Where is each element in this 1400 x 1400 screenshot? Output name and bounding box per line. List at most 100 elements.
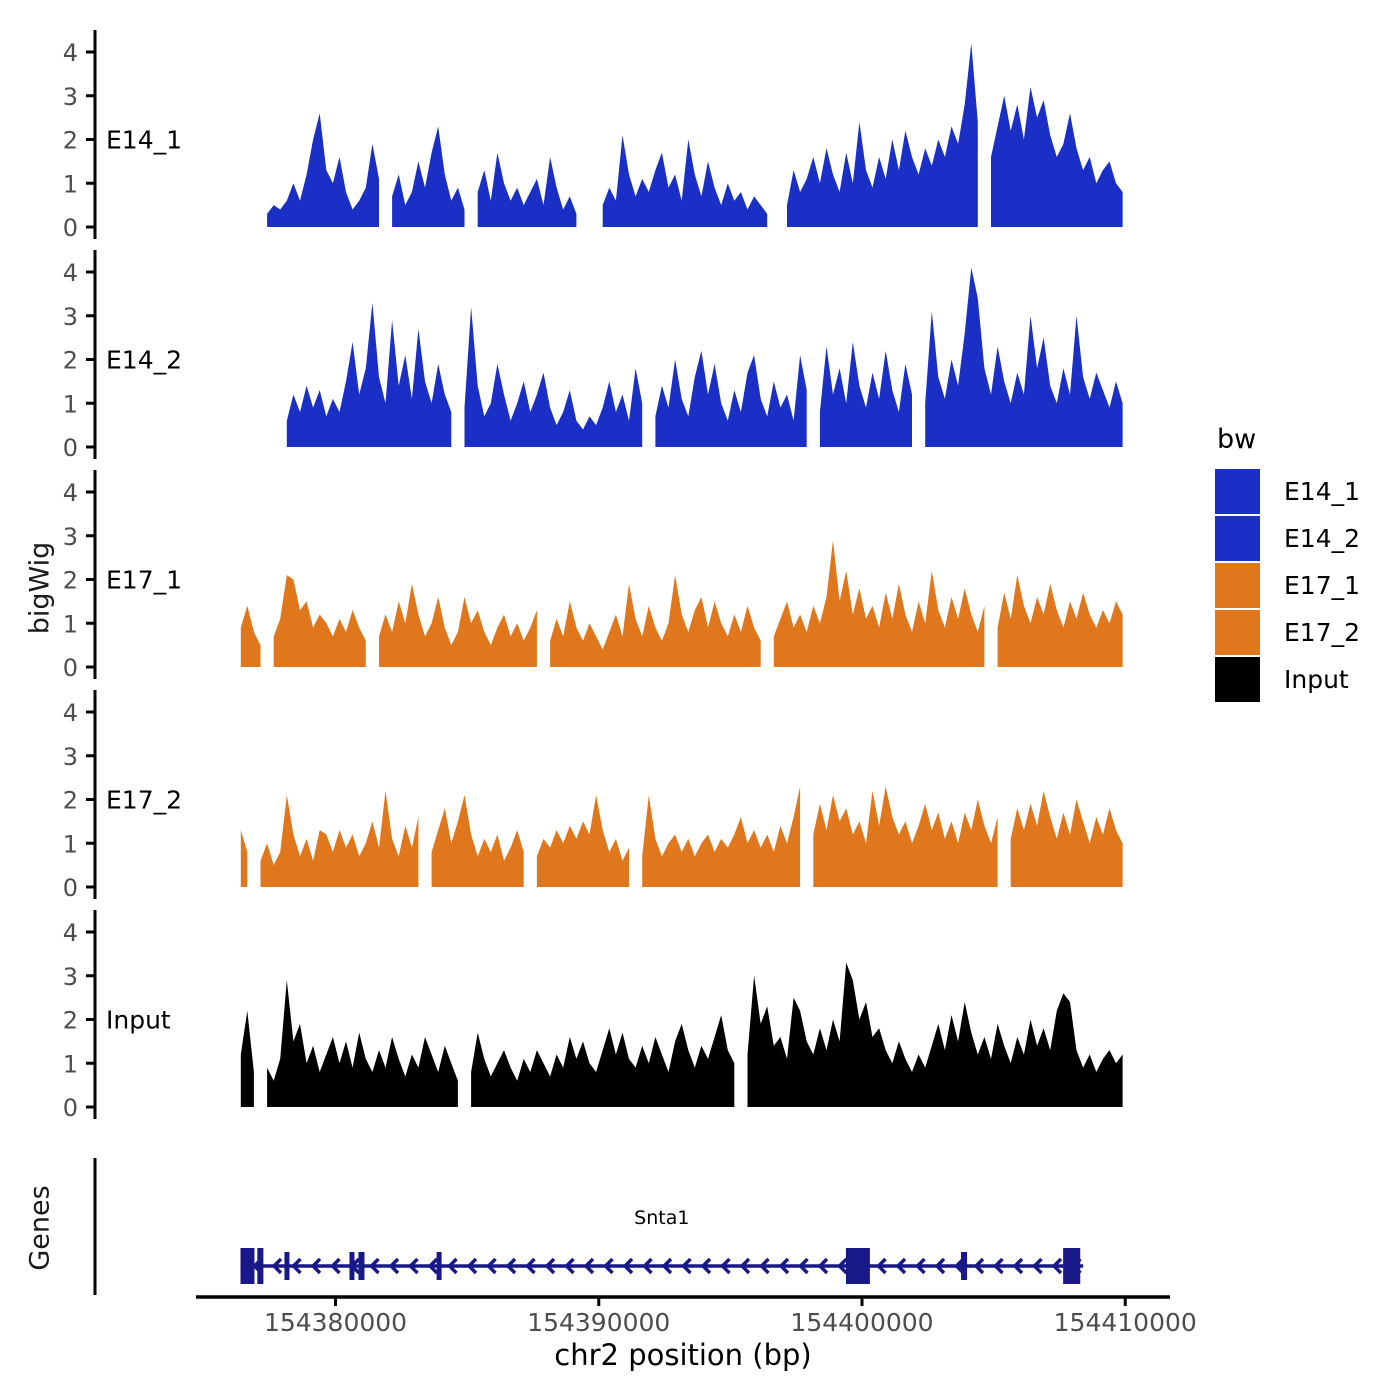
strand-arrow-icon — [486, 1257, 497, 1275]
y-tick-label: 4 — [63, 479, 78, 507]
y-tick-label: 0 — [63, 434, 78, 462]
y-tick-label: 0 — [63, 654, 78, 682]
coverage-area-e17_2 — [240, 786, 1123, 887]
y-tick-label: 2 — [63, 1007, 78, 1035]
track-label-e14_2: E14_2 — [106, 346, 182, 375]
legend-swatch-e17_1 — [1215, 563, 1260, 608]
y-tick-label: 3 — [63, 303, 78, 331]
legend: bw E14_1 E14_2 E17_1 E17_2 Input — [1215, 424, 1360, 704]
track-label-e17_2: E17_2 — [106, 786, 182, 815]
legend-swatch-e14_2 — [1215, 516, 1260, 561]
legend-title: bw — [1217, 424, 1257, 455]
strand-arrow-icon — [388, 1257, 400, 1275]
strand-arrow-icon — [564, 1257, 575, 1275]
x-tick-label: 154380000 — [264, 1308, 407, 1337]
y-tick-label: 4 — [63, 699, 78, 727]
strand-arrow-icon — [778, 1257, 790, 1275]
exon-box — [1063, 1248, 1081, 1284]
exon-box — [284, 1252, 290, 1280]
strand-arrow-icon — [622, 1257, 634, 1275]
x-tick-label: 154390000 — [527, 1308, 670, 1337]
legend-item-e14_1: E14_1 — [1215, 469, 1360, 514]
exon-box — [358, 1252, 365, 1280]
coverage-area-e17_1 — [240, 540, 1123, 667]
strand-arrow-icon — [798, 1257, 809, 1275]
strand-arrow-icon — [505, 1257, 517, 1275]
y-tick-label: 1 — [63, 170, 78, 198]
strand-arrow-icon — [603, 1257, 614, 1275]
strand-arrow-icon — [271, 1257, 283, 1275]
strand-arrow-icon — [837, 1257, 848, 1275]
legend-label: E14_2 — [1284, 524, 1361, 553]
y-tick-label: 4 — [63, 919, 78, 947]
exon-box — [240, 1248, 255, 1284]
strand-arrow-icon — [525, 1257, 536, 1275]
strand-arrow-icon — [739, 1257, 751, 1275]
strand-arrow-icon — [642, 1257, 653, 1275]
x-tick-label: 154410000 — [1054, 1308, 1197, 1337]
strand-arrow-icon — [681, 1257, 692, 1275]
strand-arrow-icon — [895, 1257, 907, 1275]
y-tick-label: 1 — [63, 390, 78, 418]
coverage-area-e14_2 — [260, 267, 1123, 447]
exon-box — [349, 1252, 355, 1280]
track-label-e17_1: E17_1 — [106, 566, 182, 595]
exon-box — [960, 1252, 968, 1280]
x-axis-title: chr2 position (bp) — [554, 1338, 812, 1372]
legend-item-input: Input — [1215, 657, 1360, 702]
strand-arrow-icon — [973, 1257, 985, 1275]
legend-label: Input — [1284, 665, 1349, 694]
strand-arrow-icon — [1012, 1257, 1024, 1275]
y-tick-label: 0 — [63, 874, 78, 902]
strand-arrow-icon — [759, 1257, 770, 1275]
coverage-area-input — [240, 962, 1123, 1107]
exon-box — [845, 1248, 870, 1284]
legend-swatch-input — [1215, 657, 1260, 702]
strand-arrow-icon — [330, 1257, 341, 1275]
y-tick-label: 3 — [63, 523, 78, 551]
track-label-input: Input — [106, 1006, 171, 1035]
track-label-e14_1: E14_1 — [106, 126, 182, 155]
strand-arrow-icon — [291, 1257, 302, 1275]
strand-arrow-icon — [408, 1257, 419, 1275]
strand-arrow-icon — [427, 1257, 439, 1275]
strand-arrow-icon — [700, 1257, 712, 1275]
legend-label: E17_1 — [1284, 571, 1361, 600]
exon-box — [257, 1248, 264, 1284]
legend-item-e17_2: E17_2 — [1215, 610, 1360, 655]
strand-arrow-icon — [915, 1257, 926, 1275]
strand-arrow-icon — [583, 1257, 595, 1275]
y-tick-label: 2 — [63, 567, 78, 595]
strand-arrow-icon — [934, 1257, 946, 1275]
y-tick-label: 3 — [63, 743, 78, 771]
y-tick-label: 2 — [63, 347, 78, 375]
y-tick-label: 3 — [63, 963, 78, 991]
legend-label: E14_1 — [1284, 477, 1361, 506]
strand-arrow-icon — [720, 1257, 731, 1275]
strand-arrow-icon — [310, 1257, 322, 1275]
coverage-area-e14_1 — [240, 43, 1123, 227]
legend-swatch-e14_1 — [1215, 469, 1260, 514]
strand-arrow-icon — [876, 1257, 887, 1275]
strand-arrow-icon — [661, 1257, 673, 1275]
y-tick-label: 2 — [63, 127, 78, 155]
y-tick-label: 2 — [63, 787, 78, 815]
y-tick-label: 3 — [63, 83, 78, 111]
strand-arrow-icon — [817, 1257, 829, 1275]
strand-arrow-icon — [1051, 1257, 1063, 1275]
y-tick-label: 0 — [63, 214, 78, 242]
legend-label: E17_2 — [1284, 618, 1361, 647]
x-tick-label: 154400000 — [790, 1308, 933, 1337]
y-tick-label: 1 — [63, 610, 78, 638]
legend-items: E14_1 E14_2 E17_1 E17_2 Input — [1215, 469, 1360, 702]
gene-name-label: Snta1 — [634, 1207, 689, 1229]
exon-box — [436, 1252, 442, 1280]
strand-arrow-icon — [369, 1257, 380, 1275]
strand-arrow-icon — [544, 1257, 556, 1275]
y-tick-label: 0 — [63, 1094, 78, 1122]
strand-arrow-icon — [1032, 1257, 1043, 1275]
y-tick-label: 1 — [63, 1050, 78, 1078]
strand-arrow-icon — [993, 1257, 1004, 1275]
